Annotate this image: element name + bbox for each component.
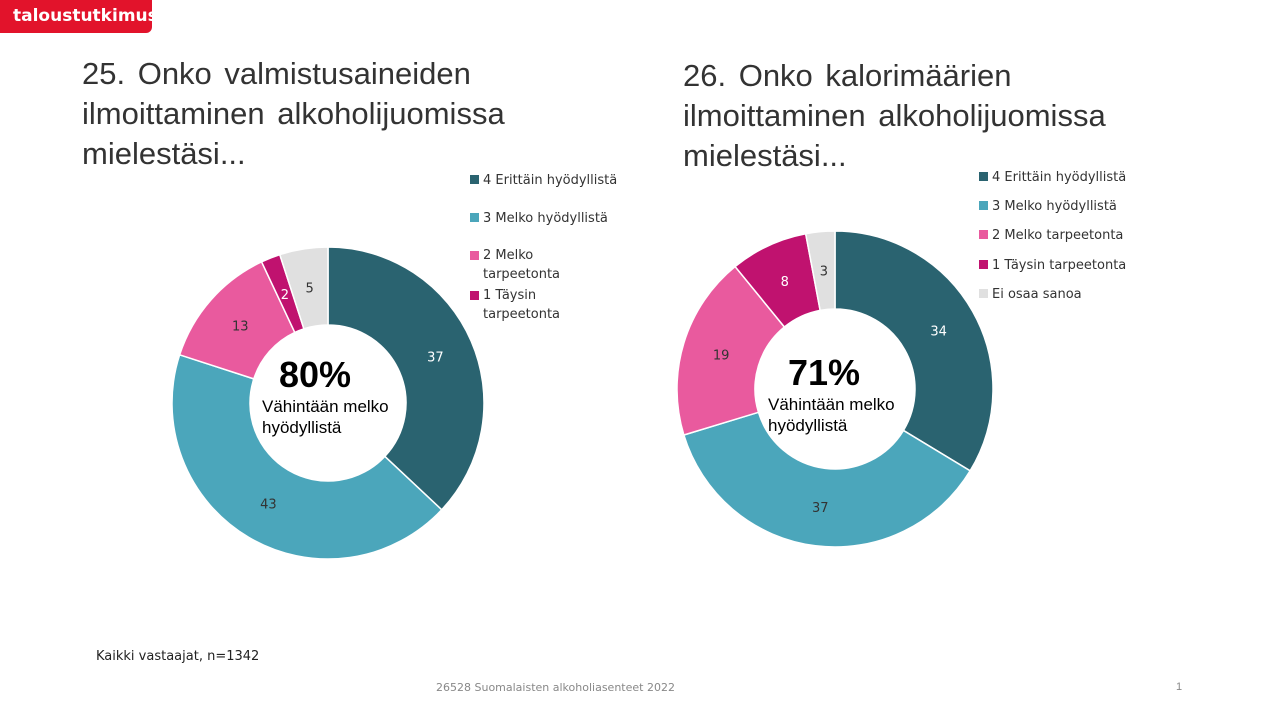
legend-item: 2 Melko tarpeetonta bbox=[979, 226, 1123, 246]
donut-slice bbox=[676, 265, 786, 436]
donut-slice bbox=[327, 246, 485, 511]
data-label: 5 bbox=[306, 281, 314, 296]
data-label: 8 bbox=[781, 275, 789, 290]
data-label: 37 bbox=[812, 501, 829, 516]
data-label: 13 bbox=[232, 320, 249, 335]
center-label-25: 80% Vähintään melko hyödyllistä bbox=[262, 354, 402, 438]
legend-label: 2 Melko tarpeetonta bbox=[992, 228, 1124, 243]
legend-label: 4 Erittäin hyödyllistä bbox=[992, 170, 1127, 185]
legend-label: 1 Täysin tarpeetonta bbox=[483, 288, 561, 322]
legend-swatch bbox=[979, 260, 988, 269]
logo: taloustutkimus bbox=[0, 0, 158, 33]
data-label: 2 bbox=[281, 288, 289, 303]
data-label: 37 bbox=[427, 351, 444, 366]
legend-item: 3 Melko hyödyllistä bbox=[979, 197, 1117, 217]
donut-slice bbox=[834, 230, 994, 472]
sample-note: Kaikki vastaajat, n=1342 bbox=[96, 649, 260, 664]
center-value: 80% bbox=[279, 354, 352, 395]
legend-swatch bbox=[470, 251, 479, 260]
legend-swatch bbox=[979, 289, 988, 298]
chart-title-26: 26. Onko kalorimäärien ilmoittaminen alk… bbox=[683, 58, 1106, 173]
legend-item: 1 Täysin tarpeetonta bbox=[979, 256, 1126, 276]
legend-item: 4 Erittäin hyödyllistä bbox=[470, 171, 617, 191]
legend-label: 1 Täysin tarpeetonta bbox=[992, 258, 1127, 273]
legend-item: 1 Täysin tarpeetonta bbox=[470, 286, 560, 324]
center-text: Vähintään melko hyödyllistä bbox=[768, 395, 895, 435]
data-label: 43 bbox=[260, 498, 277, 513]
legend-item: 2 Melko tarpeetonta bbox=[470, 246, 560, 284]
legend-label: 3 Melko hyödyllistä bbox=[992, 199, 1117, 214]
legend-swatch bbox=[470, 175, 479, 184]
legend-label: 4 Erittäin hyödyllistä bbox=[483, 173, 618, 188]
data-label: 34 bbox=[930, 325, 947, 340]
legend-swatch bbox=[470, 291, 479, 300]
donut-slice bbox=[804, 230, 836, 312]
legend-label: 3 Melko hyödyllistä bbox=[483, 211, 608, 226]
data-label: 3 bbox=[820, 265, 828, 280]
data-label: 19 bbox=[713, 348, 730, 363]
center-value: 71% bbox=[788, 352, 861, 393]
legend-item: Ei osaa sanoa bbox=[979, 285, 1082, 305]
page-number: 1 bbox=[1176, 681, 1183, 693]
legend-swatch bbox=[979, 230, 988, 239]
footer: 26528 Suomalaisten alkoholiasenteet 2022 bbox=[436, 681, 675, 694]
legend-swatch bbox=[470, 213, 479, 222]
chart-title-25: 25. Onko valmistusaineiden ilmoittaminen… bbox=[82, 56, 505, 171]
legend-swatch bbox=[979, 201, 988, 210]
center-label-26: 71% Vähintään melko hyödyllistä bbox=[768, 352, 918, 436]
legend-label: 2 Melko tarpeetonta bbox=[483, 248, 561, 282]
donut-slice bbox=[682, 411, 972, 548]
legend-item: 3 Melko hyödyllistä bbox=[470, 209, 608, 229]
donut-slice bbox=[171, 353, 443, 560]
legend-swatch bbox=[979, 172, 988, 181]
legend-item: 4 Erittäin hyödyllistä bbox=[979, 168, 1126, 188]
donut-slice bbox=[278, 246, 329, 330]
legend-label: Ei osaa sanoa bbox=[992, 287, 1082, 302]
center-text: Vähintään melko hyödyllistä bbox=[262, 397, 389, 437]
